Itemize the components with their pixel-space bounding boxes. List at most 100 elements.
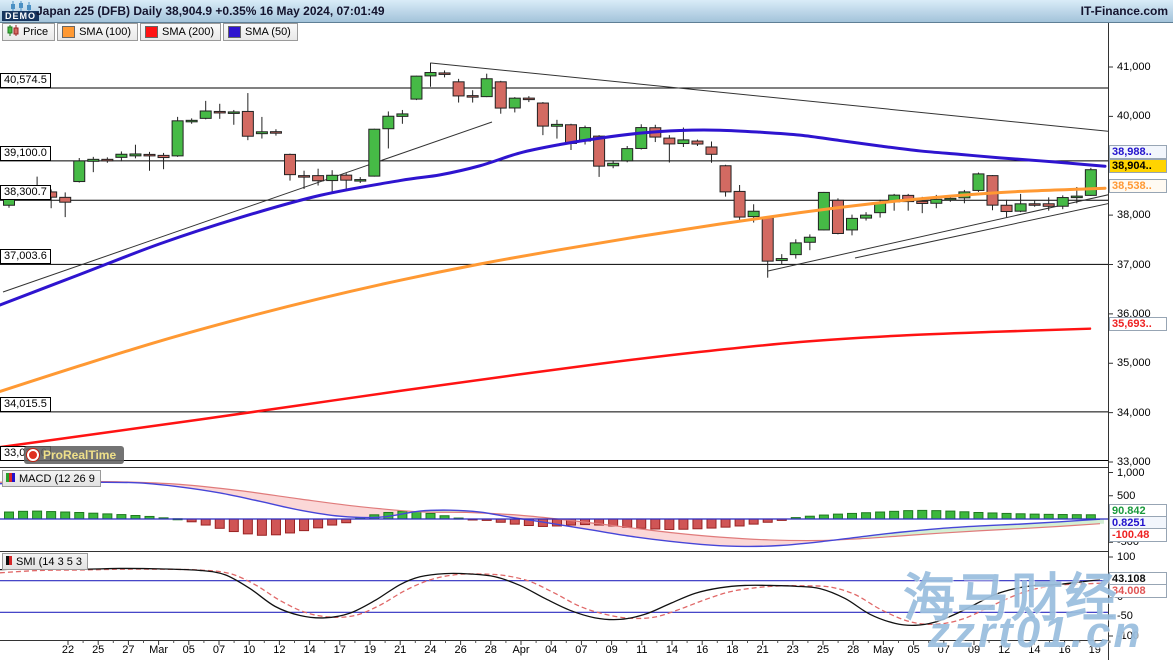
legend-item-sma-100[interactable]: SMA (100) xyxy=(57,23,139,41)
prorealtime-text: ProRealTime xyxy=(43,448,117,462)
macd-line[interactable] xyxy=(0,481,1101,548)
candle-up xyxy=(382,115,395,130)
macd-hist-down xyxy=(214,518,225,529)
brand-link[interactable]: IT-Finance.com xyxy=(1080,4,1168,18)
candle-up xyxy=(480,78,493,98)
macd-hist-down xyxy=(748,518,759,525)
candle-up xyxy=(1056,197,1069,207)
candle-down xyxy=(1028,203,1041,206)
axis-tick-label: 40,000 xyxy=(1117,110,1151,123)
legend-item-label: Price xyxy=(23,26,49,38)
macd-hist-up xyxy=(903,510,914,520)
value-tag: 90.842 xyxy=(1109,504,1167,518)
x-axis-label: May xyxy=(873,644,894,656)
sma100-line[interactable] xyxy=(0,186,1107,393)
x-axis-label: 21 xyxy=(756,644,769,656)
candle-up xyxy=(860,214,873,219)
legend-color-swatch xyxy=(228,26,241,38)
candle-down xyxy=(761,217,774,262)
axis-tick-label: 33,000 xyxy=(1117,456,1151,468)
x-axis-label: 10 xyxy=(243,644,256,656)
legend-item-label: SMA (200) xyxy=(162,26,214,38)
sma200-line[interactable] xyxy=(0,327,1092,449)
macd-hist-up xyxy=(74,511,85,520)
trendline[interactable] xyxy=(430,62,1125,133)
level-label[interactable]: 38,300.7 xyxy=(0,185,51,201)
candle-down xyxy=(241,110,254,137)
macd-hist-up xyxy=(945,510,956,520)
trendline[interactable] xyxy=(854,200,1125,259)
macd-hist-up xyxy=(18,510,29,520)
legend-item-price[interactable]: Price xyxy=(2,23,56,41)
macd-hist-down xyxy=(636,518,647,529)
legend-item-sma-50[interactable]: SMA (50) xyxy=(223,23,298,41)
candle-down xyxy=(733,190,746,218)
x-axis-label: 25 xyxy=(92,644,105,656)
candle-down xyxy=(143,153,156,157)
macd-hist-up xyxy=(116,514,127,520)
macd-hist-up xyxy=(875,511,886,520)
smi-line[interactable] xyxy=(0,567,1101,627)
macd-hist-down xyxy=(692,518,703,530)
macd-hist-down xyxy=(706,518,717,529)
candle-up xyxy=(129,153,142,157)
candle-down xyxy=(466,95,479,98)
smi-signal-line[interactable] xyxy=(0,568,1106,626)
candle-up xyxy=(424,72,437,77)
level-label[interactable]: 37,003.6 xyxy=(0,249,51,265)
smi-indicator-label[interactable]: SMI (14 3 5 3 xyxy=(2,553,89,570)
candle-up xyxy=(73,160,86,183)
candle-down xyxy=(298,175,311,178)
level-label[interactable]: 40,574.5 xyxy=(0,73,51,88)
axis-tick-label: 100 xyxy=(1117,551,1136,563)
macd-hist-down xyxy=(228,518,239,533)
value-tag: 35,693.. xyxy=(1109,317,1167,331)
candle-down xyxy=(1000,204,1013,213)
macd-hist-up xyxy=(46,511,57,520)
macd-label-text: MACD (12 26 9 xyxy=(19,472,95,485)
candle-down xyxy=(101,158,114,162)
macd-hist-down xyxy=(650,518,661,530)
price-candles-icon xyxy=(7,25,19,39)
macd-hist-up xyxy=(425,512,436,520)
candle-down xyxy=(705,146,718,155)
macd-indicator-label[interactable]: MACD (12 26 9 xyxy=(2,470,101,487)
candle-up xyxy=(508,97,521,109)
candle-down xyxy=(438,72,451,75)
candle-up xyxy=(972,173,985,191)
value-tag: 38,538.. xyxy=(1109,179,1167,193)
x-axis-label: 26 xyxy=(454,644,467,656)
macd-hist-down xyxy=(734,518,745,527)
level-label[interactable]: 34,015.5 xyxy=(0,396,51,412)
axis-tick-label: 1,000 xyxy=(1117,466,1145,479)
macd-hist-down xyxy=(242,518,253,535)
x-axis-label: 19 xyxy=(363,644,377,656)
x-axis-label: 27 xyxy=(122,644,135,656)
trendline[interactable] xyxy=(2,121,493,293)
legend-color-swatch xyxy=(62,26,76,38)
value-tag: -100.48 xyxy=(1109,528,1167,542)
x-axis-label: 28 xyxy=(847,644,860,656)
level-label[interactable]: 39,100.0 xyxy=(0,145,51,161)
macd-signal-line[interactable] xyxy=(0,480,1101,542)
candle-down xyxy=(1042,203,1055,207)
x-axis-label: 12 xyxy=(998,644,1011,656)
macd-hist-up xyxy=(1015,513,1026,520)
candle-up xyxy=(621,148,634,162)
macd-hist-up xyxy=(102,513,113,520)
value-tag: 38,904.. xyxy=(1109,159,1167,173)
legend-item-sma-200[interactable]: SMA (200) xyxy=(140,23,221,41)
candle-up xyxy=(930,198,943,204)
axis-tick-label: 41,000 xyxy=(1117,61,1151,73)
x-axis-label: 23 xyxy=(786,644,799,656)
smi-icon xyxy=(6,555,12,568)
sma50-line[interactable] xyxy=(0,128,1107,307)
x-axis-label: 11 xyxy=(636,644,648,656)
macd-icon xyxy=(6,472,15,485)
candle-up xyxy=(171,120,184,157)
macd-hist-up xyxy=(1043,513,1054,520)
candle-down xyxy=(986,175,999,206)
axis-tick-label: 36,000 xyxy=(1117,307,1151,320)
x-axis-label: 12 xyxy=(273,644,286,656)
